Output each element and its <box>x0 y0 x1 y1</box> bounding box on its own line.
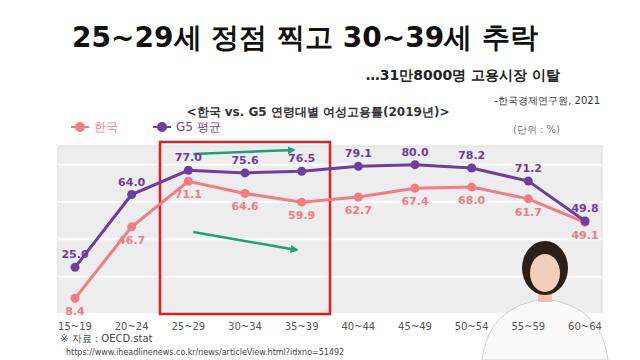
data-label: 71.2 <box>515 162 542 175</box>
data-label: 8.4 <box>65 305 85 318</box>
series-point <box>354 162 363 171</box>
series-point <box>241 189 250 198</box>
x-tick-label: 40~44 <box>341 321 375 332</box>
annotation: ※ 자료 : OECD.stat <box>60 333 153 344</box>
subheadline: …31만8000명 고용시장 이탈 <box>366 67 560 83</box>
unit-label: (단위 : %) <box>513 124 560 135</box>
presenter-hair <box>522 241 568 295</box>
plot-marks <box>71 160 590 303</box>
series-point <box>184 177 193 186</box>
data-label: 67.4 <box>401 195 428 208</box>
data-label: 76.5 <box>288 152 315 165</box>
x-tick-label: 50~54 <box>455 321 489 332</box>
series-point <box>524 177 533 186</box>
legend-label: 한국 <box>94 120 118 134</box>
source: -한국경제연구원, 2021 <box>495 95 600 106</box>
chart-title: <한국 vs. G5 연령대별 여성고용률(2019년)> <box>187 105 450 119</box>
x-tick-label: 35~39 <box>285 321 319 332</box>
series-point <box>467 164 476 173</box>
series-line <box>75 165 585 268</box>
series-line <box>75 181 585 298</box>
series-point <box>411 160 420 169</box>
slide: 25~29세 정점 찍고 30~39세 추락 …31만8000명 고용시장 이탈 -… <box>0 0 640 360</box>
series-point <box>184 166 193 175</box>
data-label: 49.1 <box>571 229 598 242</box>
presenter-body <box>482 299 608 360</box>
series-point <box>354 192 363 201</box>
presenter-face <box>530 254 560 292</box>
data-label: 59.9 <box>288 209 315 222</box>
x-tick-label: 30~34 <box>228 321 262 332</box>
x-tick-label: 20~24 <box>115 321 149 332</box>
series-point <box>297 167 306 176</box>
trend-arrow <box>193 232 296 250</box>
legend-label: G5 평균 <box>176 120 221 134</box>
data-label: 75.6 <box>231 154 258 167</box>
x-tick-label: 60~64 <box>568 321 602 332</box>
series-point <box>297 198 306 207</box>
series-point <box>71 294 80 303</box>
series-point <box>127 190 136 199</box>
data-label: 46.7 <box>118 234 145 247</box>
x-tick-label: 45~49 <box>398 321 432 332</box>
highlight-box <box>160 142 330 314</box>
series-point <box>467 183 476 192</box>
presenter <box>482 241 608 360</box>
data-label: 49.8 <box>571 202 598 215</box>
data-label: 77.0 <box>175 151 202 164</box>
series-point <box>411 184 420 193</box>
data-label: 79.1 <box>345 147 372 160</box>
series-point <box>241 168 250 177</box>
series-point <box>581 217 590 226</box>
data-label: 25.0 <box>61 248 88 261</box>
headline: 25~29세 정점 찍고 30~39세 추락 <box>72 21 538 54</box>
data-label: 61.7 <box>515 206 542 219</box>
x-tick-label: 55~59 <box>511 321 545 332</box>
source-url: https://www.iheadlinenews.co.kr/news/art… <box>66 348 344 357</box>
legend-line <box>153 126 171 128</box>
legend-line <box>71 126 89 128</box>
data-label: 64.6 <box>231 200 258 213</box>
data-label: 64.0 <box>118 176 145 189</box>
data-label: 78.2 <box>458 149 485 162</box>
series-point <box>524 194 533 203</box>
data-label: 71.1 <box>175 188 202 201</box>
series-point <box>71 263 80 272</box>
data-label: 62.7 <box>345 204 372 217</box>
data-label: 68.0 <box>458 194 485 207</box>
data-label: 80.0 <box>401 146 428 159</box>
series-point <box>127 222 136 231</box>
x-tick-label: 25~29 <box>171 321 205 332</box>
x-tick-label: 15~19 <box>58 321 92 332</box>
